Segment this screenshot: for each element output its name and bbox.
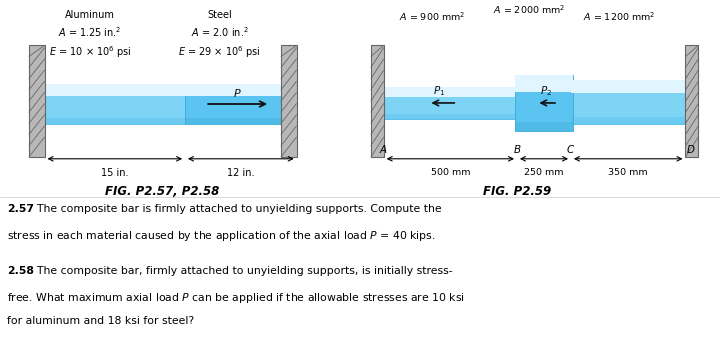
Text: FIG. P2.59: FIG. P2.59 (483, 185, 551, 198)
Text: $C$: $C$ (567, 143, 575, 155)
Text: Aluminum
$A$ = 1.25 in.$^2$
$E$ = 10 × 10$^6$ psi: Aluminum $A$ = 1.25 in.$^2$ $E$ = 10 × 1… (49, 10, 131, 60)
Bar (384, 114, 517, 119)
Bar (185, 84, 297, 96)
Text: Steel
$A$ = 2.0 in.$^2$
$E$ = 29 × 10$^6$ psi: Steel $A$ = 2.0 in.$^2$ $E$ = 29 × 10$^6… (179, 10, 261, 60)
Text: $A$ = 900 mm$^2$: $A$ = 900 mm$^2$ (399, 10, 465, 23)
Bar (185, 118, 297, 124)
Bar (45, 84, 185, 124)
Text: $P$: $P$ (233, 88, 242, 99)
Text: 15 in.: 15 in. (101, 168, 129, 178)
Text: 500 mm: 500 mm (431, 168, 470, 177)
Text: $D$: $D$ (686, 143, 696, 155)
Text: 350 mm: 350 mm (608, 168, 648, 177)
Text: free. What maximum axial load $P$ can be applied if the allowable stresses are 1: free. What maximum axial load $P$ can be… (7, 291, 465, 305)
Text: $A$ = 1200 mm$^2$: $A$ = 1200 mm$^2$ (583, 10, 655, 23)
Bar (371, 45, 384, 157)
Bar (685, 45, 698, 157)
Text: $P_2$: $P_2$ (540, 84, 552, 98)
Bar (515, 75, 573, 92)
Text: 2.58: 2.58 (7, 266, 34, 276)
Bar (45, 118, 185, 124)
Bar (29, 45, 45, 157)
Text: stress in each material caused by the application of the axial load $P$ = 40 kip: stress in each material caused by the ap… (7, 229, 436, 243)
Text: 2.57: 2.57 (7, 204, 35, 214)
Text: $A$: $A$ (379, 143, 388, 155)
Bar (281, 45, 297, 157)
Bar (571, 80, 685, 124)
Text: FIG. P2.57, P2.58: FIG. P2.57, P2.58 (105, 185, 219, 198)
Text: $P_1$: $P_1$ (433, 84, 446, 98)
Bar (384, 87, 517, 119)
Text: 12 in.: 12 in. (227, 168, 255, 178)
Bar (571, 80, 685, 93)
Text: The composite bar, firmly attached to unyielding supports, is initially stress-: The composite bar, firmly attached to un… (30, 266, 453, 276)
Bar (45, 84, 185, 96)
Bar (515, 75, 573, 131)
Text: for aluminum and 18 ksi for steel?: for aluminum and 18 ksi for steel? (7, 316, 194, 326)
Text: $B$: $B$ (513, 143, 521, 155)
Text: The composite bar is firmly attached to unyielding supports. Compute the: The composite bar is firmly attached to … (30, 204, 442, 214)
Text: 250 mm: 250 mm (524, 168, 564, 177)
Bar (515, 122, 573, 131)
Bar (384, 87, 517, 97)
Text: $A$ = 2000 mm$^2$: $A$ = 2000 mm$^2$ (493, 3, 565, 16)
Bar (571, 117, 685, 124)
Bar (185, 84, 297, 124)
